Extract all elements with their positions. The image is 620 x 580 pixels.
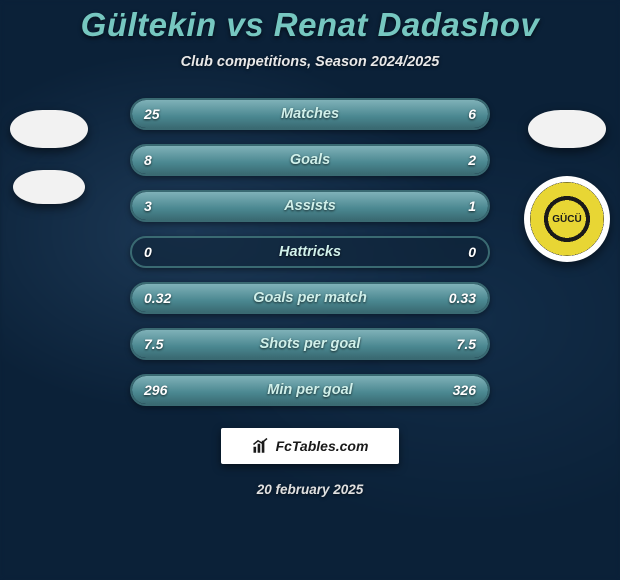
avatar-body-left	[13, 170, 85, 204]
stat-label: Shots per goal	[192, 336, 428, 352]
stat-row: 25Matches6	[130, 98, 490, 130]
stats-list: 25Matches6 8Goals2 3Assists1 0Hattricks0 0.3…	[130, 98, 490, 406]
avatar-head-left	[10, 110, 88, 148]
date-text: 20 february 2025	[0, 482, 620, 497]
stat-label: Assists	[192, 198, 428, 214]
stat-value-right: 2	[428, 152, 488, 168]
stat-value-right: 0.33	[428, 290, 488, 306]
stat-label: Min per goal	[192, 382, 428, 398]
stat-value-right: 7.5	[428, 336, 488, 352]
stat-value-left: 0.32	[132, 290, 192, 306]
page-title: Gültekin vs Renat Dadashov	[0, 0, 620, 44]
stat-row: 296Min per goal326	[130, 374, 490, 406]
stat-value-left: 7.5	[132, 336, 192, 352]
stat-value-right: 0	[428, 244, 488, 260]
stat-value-right: 326	[428, 382, 488, 398]
stat-value-left: 8	[132, 152, 192, 168]
stat-row: 8Goals2	[130, 144, 490, 176]
stat-row: 0.32Goals per match0.33	[130, 282, 490, 314]
stat-value-left: 296	[132, 382, 192, 398]
club-badge-right: GÜCÜ	[524, 176, 610, 262]
footer-brand-text: FcTables.com	[276, 438, 369, 454]
stat-value-right: 1	[428, 198, 488, 214]
stat-label: Hattricks	[192, 244, 428, 260]
stat-label: Goals	[192, 152, 428, 168]
stat-row: 0Hattricks0	[130, 236, 490, 268]
stat-value-left: 3	[132, 198, 192, 214]
right-player-avatar: GÜCÜ	[524, 110, 610, 262]
club-badge-inner: GÜCÜ	[530, 182, 604, 256]
stat-value-right: 6	[428, 106, 488, 122]
club-badge-text: GÜCÜ	[549, 213, 584, 226]
stat-row: 7.5Shots per goal7.5	[130, 328, 490, 360]
stat-value-left: 25	[132, 106, 192, 122]
content-wrapper: Gültekin vs Renat Dadashov Club competit…	[0, 0, 620, 580]
left-player-avatar	[10, 110, 88, 262]
stat-label: Goals per match	[192, 290, 428, 306]
stat-value-left: 0	[132, 244, 192, 260]
chart-icon	[252, 437, 270, 455]
stat-label: Matches	[192, 106, 428, 122]
subtitle: Club competitions, Season 2024/2025	[0, 54, 620, 70]
footer-brand-badge: FcTables.com	[221, 428, 399, 464]
avatar-head-right	[528, 110, 606, 148]
stat-row: 3Assists1	[130, 190, 490, 222]
